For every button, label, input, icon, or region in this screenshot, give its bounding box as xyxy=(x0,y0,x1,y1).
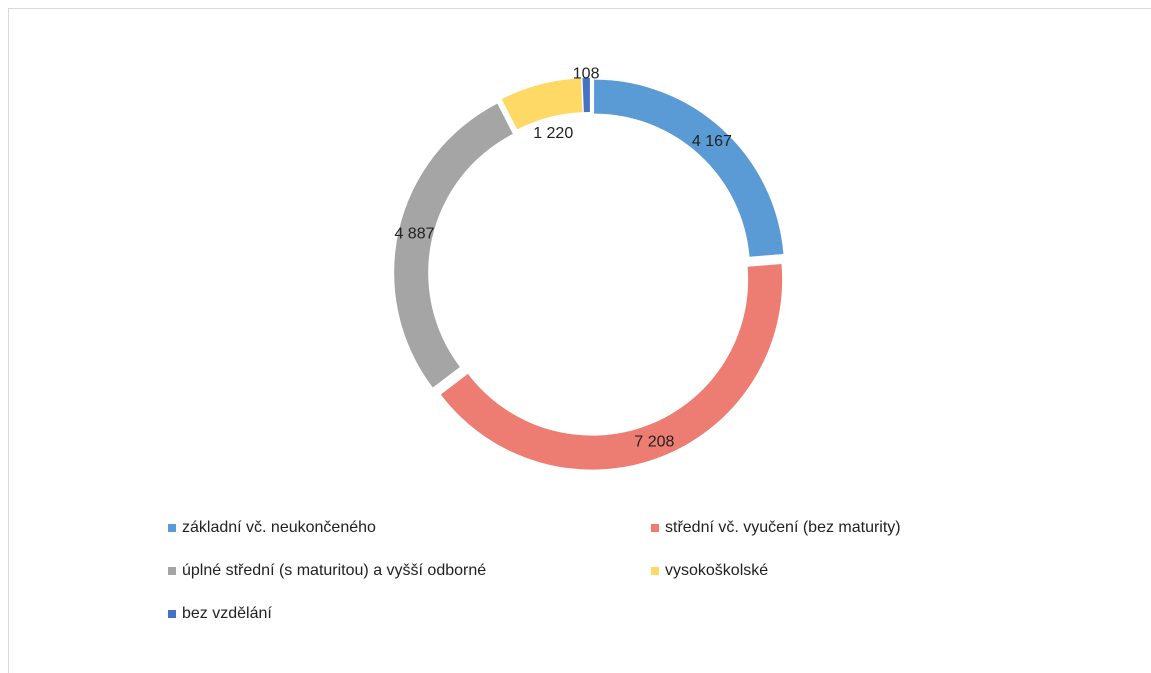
data-label: 4 167 xyxy=(692,133,732,150)
legend-label: základní vč. neukončeného xyxy=(182,519,376,536)
legend-label: střední vč. vyučení (bez maturity) xyxy=(665,519,901,536)
data-label: 4 887 xyxy=(394,225,434,242)
legend-swatch xyxy=(651,567,659,575)
legend-label: bez vzdělání xyxy=(182,605,272,622)
donut-segment xyxy=(594,79,784,257)
legend-label: úplné střední (s maturitou) a vyšší odbo… xyxy=(182,562,486,579)
legend-swatch xyxy=(651,524,659,532)
donut-segment xyxy=(440,263,783,470)
data-label: 7 208 xyxy=(634,433,674,450)
data-label: 108 xyxy=(573,65,600,82)
donut-segment xyxy=(582,78,590,113)
donut-segment xyxy=(501,78,583,130)
legend-swatch xyxy=(168,610,176,618)
donut-segment xyxy=(394,103,513,388)
legend-label: vysokoškolské xyxy=(665,562,768,579)
data-label: 1 220 xyxy=(533,125,573,142)
chart-frame xyxy=(8,8,1151,673)
legend-swatch xyxy=(168,524,176,532)
legend-swatch xyxy=(168,567,176,575)
